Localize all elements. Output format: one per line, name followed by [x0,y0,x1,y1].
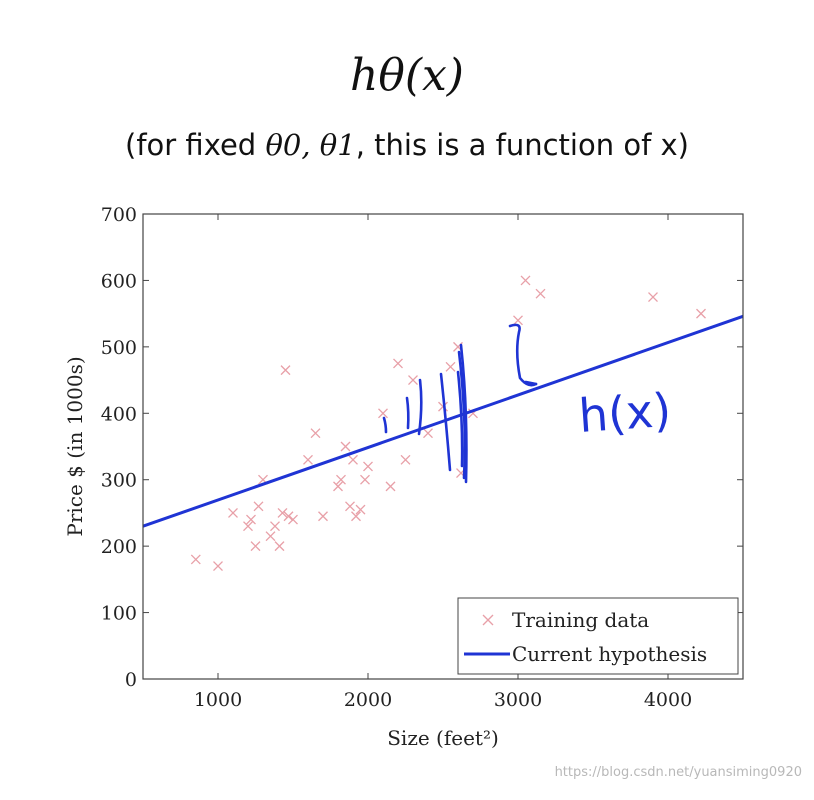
y-tick-label: 0 [125,669,137,691]
training-point [243,521,253,532]
formula-text: hθ(x) [350,50,464,101]
training-point [385,481,396,492]
training-point [348,454,358,465]
legend-marker-training [482,614,494,626]
training-point [213,561,223,572]
handwritten-annotations: h(x) [382,323,673,484]
training-point [333,481,343,492]
error-stroke [456,370,464,468]
data-marks [142,275,744,572]
y-tick-label: 700 [101,204,137,226]
training-point [250,541,261,552]
y-tick-label: 200 [101,536,137,558]
x-tick-label: 4000 [644,689,692,711]
y-axis-label: Price $ (in 1000s) [63,356,87,536]
plot-frame [142,213,744,680]
training-point [378,408,388,419]
subtitle-prefix: (for fixed [125,128,266,162]
training-point [277,507,288,518]
y-tick-label: 400 [101,403,137,425]
training-point [355,504,366,515]
training-point [445,361,456,372]
training-point [400,454,411,465]
training-point [360,474,370,485]
training-point [513,315,523,326]
training-point [438,401,448,412]
training-point [274,541,285,552]
subtitle: (for fixed θ0, θ1, this is a function of… [0,128,814,162]
training-point [648,292,658,302]
training-point [265,531,276,542]
legend-label-training: Training data [512,608,649,632]
legend: Training data Current hypothesis [457,597,739,675]
training-point [363,461,373,472]
training-point [228,507,238,518]
training-point [535,288,546,299]
training-point [280,365,291,376]
hypothesis-formula: hθ(x) [0,50,814,101]
training-point [423,428,433,439]
training-point [283,511,294,522]
training-point [340,441,351,452]
error-stroke [405,396,410,430]
training-point [270,521,280,532]
error-stroke [382,416,388,434]
error-stroke [524,380,538,386]
subtitle-theta: θ0, θ1 [265,128,356,162]
x-axis-label: Size (feet²) [387,726,499,750]
training-point [288,514,298,525]
tick-group: 1000 2000 3000 4000 0 100 200 300 400 500 600 700 [101,204,743,711]
watermark: https://blog.csdn.net/yuansiming0920 [554,765,802,780]
legend-label-hypothesis: Current hypothesis [512,642,707,666]
x-tick-label: 2000 [344,689,392,711]
training-point [393,358,403,369]
training-point [318,511,328,522]
training-point [246,514,256,525]
training-point [520,275,531,286]
error-stroke [508,323,538,387]
y-tick-label: 100 [101,603,137,625]
training-point [408,375,418,386]
subtitle-suffix: , this is a function of x) [355,128,689,162]
legend-box [457,597,739,675]
x-tick-label: 1000 [194,689,242,711]
training-point [310,428,321,439]
error-stroke [417,378,423,436]
y-tick-label: 500 [101,337,137,359]
training-point [345,501,355,512]
training-point [351,511,361,522]
training-point [253,501,264,512]
y-tick-label: 300 [101,470,137,492]
hypothesis-line [142,314,744,528]
error-stroke [459,343,468,484]
error-stroke [457,350,467,480]
handwritten-label: h(x) [577,383,673,443]
training-point [190,554,201,565]
x-tick-label: 3000 [494,689,542,711]
error-stroke [439,372,452,472]
y-tick-label: 600 [101,270,137,292]
training-point [303,454,313,465]
training-point [696,308,706,319]
training-point [336,474,346,485]
